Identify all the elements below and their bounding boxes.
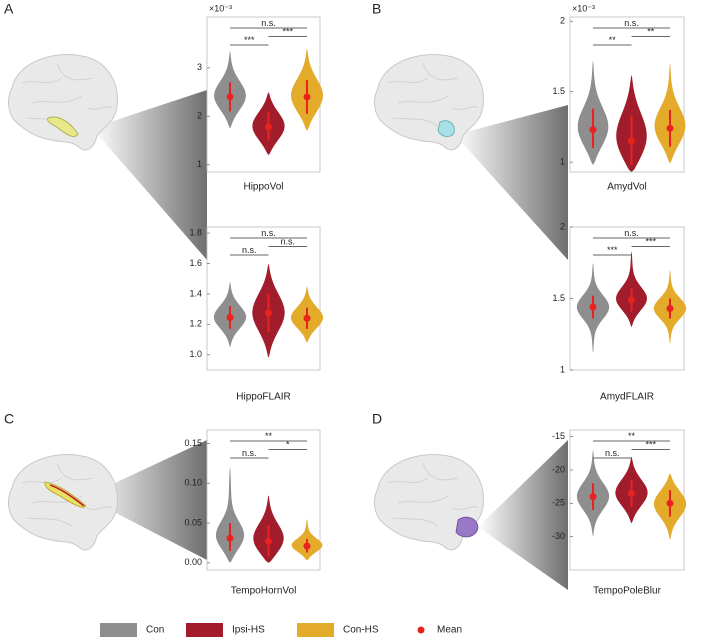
y-tick-label: -30 xyxy=(552,531,565,541)
x-axis-label: AmydVol xyxy=(607,182,646,193)
mean-dot xyxy=(226,534,234,542)
mean-dot xyxy=(666,499,674,507)
legend-label: Con-HS xyxy=(343,625,379,636)
panel-label: A xyxy=(4,1,14,17)
legend-swatch xyxy=(100,623,137,637)
legend-swatch xyxy=(297,623,334,637)
significance-label: n.s. xyxy=(280,236,295,246)
mean-dot xyxy=(303,314,311,322)
significance-label: n.s. xyxy=(605,448,620,458)
zoom-cone xyxy=(85,440,207,560)
y-tick-label: 1.8 xyxy=(189,227,202,237)
y-tick-label: 0.05 xyxy=(184,517,202,527)
y-tick-label: -20 xyxy=(552,464,565,474)
panel-label: C xyxy=(4,411,14,427)
x-axis-label: HippoVol xyxy=(243,182,283,193)
y-tick-label: 0.10 xyxy=(184,478,202,488)
temporal-pole xyxy=(455,516,479,538)
violin xyxy=(215,467,245,563)
significance-label: n.s. xyxy=(624,228,639,238)
zoom-cone xyxy=(455,105,568,260)
x-axis-label: AmydFLAIR xyxy=(600,392,654,403)
mean-dot xyxy=(265,309,272,317)
y-tick-label: 2 xyxy=(197,111,202,121)
y-tick-label: 1.0 xyxy=(189,349,202,359)
mean-dot xyxy=(265,123,272,131)
y-tick-label: 1 xyxy=(197,159,202,169)
significance-label: n.s. xyxy=(242,245,257,255)
legend-swatch xyxy=(186,623,223,637)
y-tick-label: 0.00 xyxy=(184,557,202,567)
significance-label: n.s. xyxy=(261,228,276,238)
y-tick-label: 1.2 xyxy=(189,319,202,329)
significance-label: *** xyxy=(607,245,618,255)
legend-label: Con xyxy=(146,625,164,636)
y-tick-label: 2 xyxy=(560,221,565,231)
y-tick-label: -25 xyxy=(552,498,565,508)
mean-dot xyxy=(226,93,234,101)
mean-dot xyxy=(589,493,597,501)
mean-dot xyxy=(265,537,272,545)
mean-dot xyxy=(303,542,311,550)
mean-dot xyxy=(589,126,597,134)
mean-dot xyxy=(628,137,635,145)
temporal-horn xyxy=(44,481,87,508)
y-tick-label: 1.4 xyxy=(189,288,202,298)
x-axis-label: TempoHornVol xyxy=(231,586,297,597)
axis-exponent: ×10⁻³ xyxy=(209,3,232,13)
zoom-cone xyxy=(92,90,207,260)
mean-dot xyxy=(666,124,674,132)
significance-label: ** xyxy=(265,431,273,441)
significance-label: n.s. xyxy=(242,448,257,458)
y-tick-label: 0.15 xyxy=(184,438,202,448)
y-tick-label: 2 xyxy=(560,16,565,26)
legend-label: Ipsi-HS xyxy=(232,625,265,636)
significance-label: ** xyxy=(628,431,636,441)
significance-label: *** xyxy=(645,236,656,246)
significance-label: *** xyxy=(282,26,293,36)
significance-label: * xyxy=(286,439,290,449)
legend-marker xyxy=(417,626,425,634)
mean-dot xyxy=(628,296,635,304)
legend: Con Ipsi-HS Con-HS Mean xyxy=(100,623,462,637)
plot-frame xyxy=(206,226,321,371)
axis-exponent: ×10⁻³ xyxy=(572,3,595,13)
y-tick-label: 1.5 xyxy=(552,86,565,96)
significance-label: ** xyxy=(609,35,617,45)
significance-label: ** xyxy=(647,26,655,36)
plot-frame xyxy=(569,16,685,173)
zoom-cone xyxy=(478,440,568,590)
mean-dot xyxy=(226,314,234,322)
hippocampus xyxy=(47,116,79,137)
significance-label: n.s. xyxy=(624,18,639,28)
significance-label: *** xyxy=(244,35,255,45)
panel-label: B xyxy=(372,1,381,17)
temporal-horn xyxy=(49,484,85,507)
panel-label: D xyxy=(372,411,382,427)
amygdala xyxy=(437,120,455,137)
mean-dot xyxy=(628,489,635,497)
y-tick-label: 1.5 xyxy=(552,293,565,303)
legend-label: Mean xyxy=(437,625,462,636)
y-tick-label: 1 xyxy=(560,364,565,374)
plot-frame xyxy=(206,429,321,571)
x-axis-label: HippoFLAIR xyxy=(236,392,290,403)
brain xyxy=(7,454,118,551)
y-tick-label: 1 xyxy=(560,157,565,167)
mean-dot xyxy=(666,305,674,313)
y-tick-label: 3 xyxy=(197,62,202,72)
mean-dot xyxy=(303,93,311,101)
y-tick-label: -15 xyxy=(552,431,565,441)
mean-dot xyxy=(589,303,597,311)
y-tick-label: 1.6 xyxy=(189,258,202,268)
significance-label: n.s. xyxy=(261,18,276,28)
x-axis-label: TempoPoleBlur xyxy=(593,586,661,597)
significance-label: *** xyxy=(645,439,656,449)
